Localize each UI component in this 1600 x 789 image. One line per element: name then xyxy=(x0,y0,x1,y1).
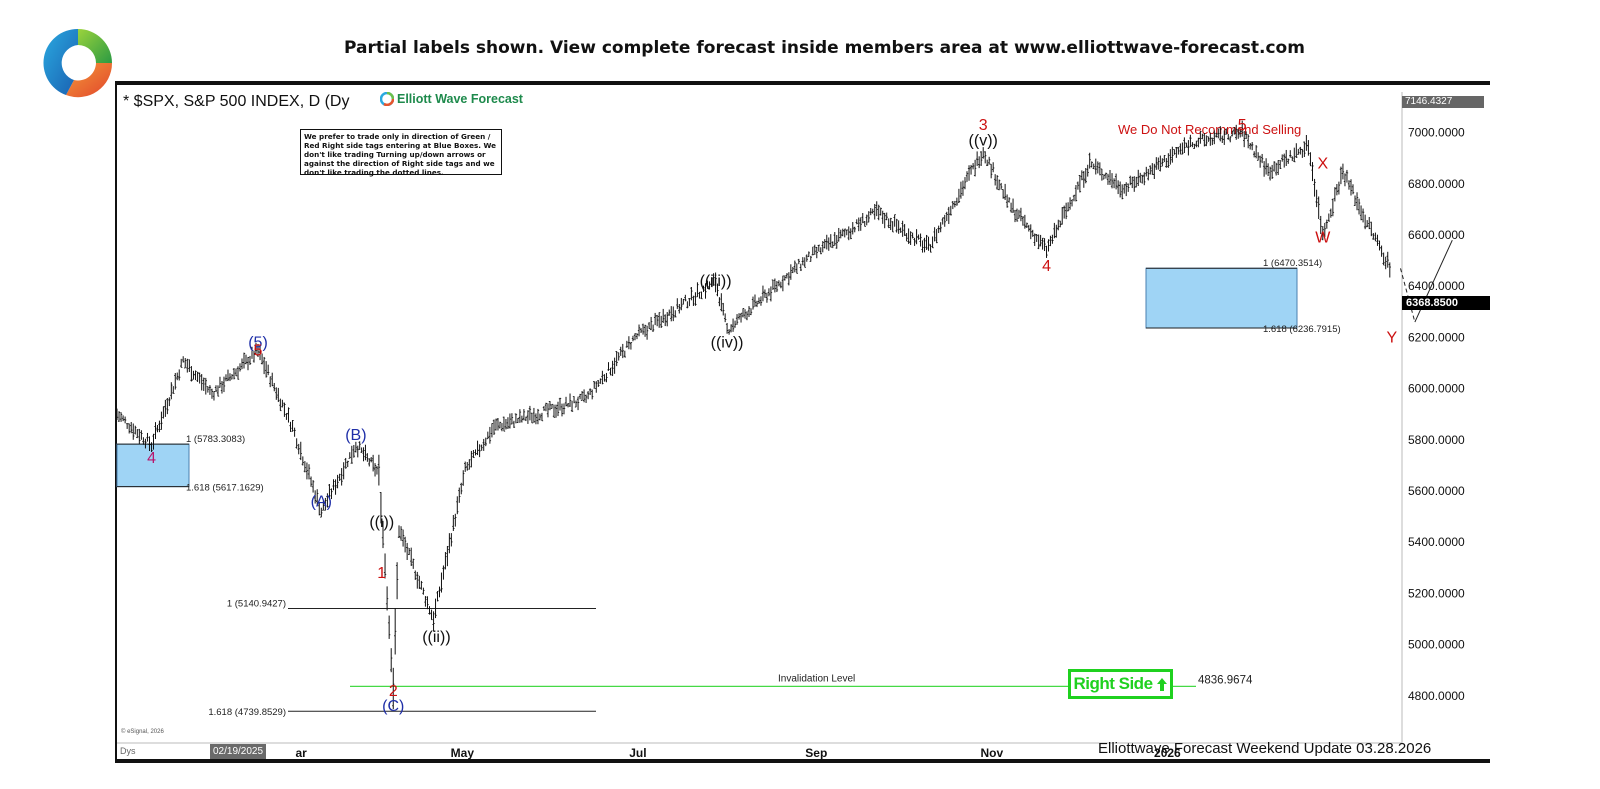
x-tick-label: ar xyxy=(296,746,308,760)
y-tick-label: 6800.0000 xyxy=(1408,177,1465,191)
wave-label: ((i)) xyxy=(369,514,394,531)
blue-box xyxy=(116,443,190,488)
wave-label: 2 xyxy=(389,683,398,700)
fib-level-label: 1.618 (5617.1629) xyxy=(186,483,264,494)
wave-label: 5 xyxy=(1238,117,1247,134)
fib-level-label: 1.618 (6236.7915) xyxy=(1263,324,1341,335)
x-tick-label: 2026 xyxy=(1154,746,1181,760)
start-date-label: 02/19/2025 xyxy=(210,744,267,759)
y-tick-label: 5600.0000 xyxy=(1408,484,1465,498)
invalidation-price: 4836.9674 xyxy=(1198,674,1253,686)
y-tick-label: 6000.0000 xyxy=(1408,382,1465,396)
right-side-text: Right Side xyxy=(1073,674,1153,693)
up-arrow-icon xyxy=(1156,677,1167,691)
y-tick-label: 5400.0000 xyxy=(1408,535,1465,549)
members-banner: Partial labels shown. View complete fore… xyxy=(336,28,1305,68)
projection-dashed xyxy=(1400,268,1416,323)
y-tick-label: 5800.0000 xyxy=(1408,433,1465,447)
invalidation-label: Invalidation Level xyxy=(778,673,855,684)
update-text: Elliottwave Forecast Weekend Update 03.2… xyxy=(1098,740,1432,757)
trading-disclaimer: We prefer to trade only in direction of … xyxy=(300,129,502,177)
fib-level-label: 1 (6470.3514) xyxy=(1263,258,1322,269)
blue-box xyxy=(1145,267,1298,329)
x-tick-label: Sep xyxy=(805,746,827,760)
chart-title: * $SPX, S&P 500 INDEX, D (Dy xyxy=(123,93,350,110)
y-tick-label: 5000.0000 xyxy=(1408,638,1465,652)
y-tick-label: 6400.0000 xyxy=(1408,279,1465,293)
wave-label: (C) xyxy=(382,698,404,715)
y-tick-label: 6600.0000 xyxy=(1408,228,1465,242)
wave-label: (A) xyxy=(311,493,332,510)
y-tick-label: 7000.0000 xyxy=(1408,126,1465,140)
brand-logo-icon xyxy=(43,28,113,98)
wave-label: ((iv)) xyxy=(711,335,744,352)
ewf-small-logo-icon xyxy=(380,92,394,106)
top-price-label: 7146.4327 xyxy=(1402,96,1484,108)
y-tick-label: 6200.0000 xyxy=(1408,330,1465,344)
wave-label: 4 xyxy=(147,450,156,467)
x-tick-label: Nov xyxy=(981,746,1004,760)
wave-label: 3 xyxy=(979,117,988,134)
fib-level-label: 1 (5783.3083) xyxy=(186,434,245,445)
x-tick-label: May xyxy=(451,746,475,760)
ewf-brand: Elliott Wave Forecast xyxy=(378,92,525,106)
wave-label: (B) xyxy=(345,427,366,444)
y-tick-label: 5200.0000 xyxy=(1408,586,1465,600)
y-tick-label: 4800.0000 xyxy=(1408,689,1465,703)
wave-label: X xyxy=(1317,155,1328,172)
x-corner-label: Dys xyxy=(120,746,136,756)
wave-label: 1 xyxy=(377,565,386,582)
ewf-brand-text: Elliott Wave Forecast xyxy=(397,92,523,106)
wave-label: ((ii)) xyxy=(422,629,450,646)
x-tick-label: Jul xyxy=(629,746,646,760)
chart-frame xyxy=(115,81,1490,763)
fib-level-label: 1.618 (4739.8529) xyxy=(208,707,286,718)
wave-label: 5 xyxy=(254,342,263,359)
wave-label: (5) xyxy=(248,335,268,352)
sell-note: We Do Not Recommend Selling xyxy=(1118,122,1301,137)
fib-level-label: 1 (5140.9427) xyxy=(227,599,286,610)
wave-label: W xyxy=(1315,230,1331,247)
wave-label: Y xyxy=(1387,330,1398,347)
wave-label: ((v)) xyxy=(969,132,998,149)
wave-label: 4 xyxy=(1042,258,1051,275)
current-price-label: 6368.8500 xyxy=(1402,296,1490,310)
banner-text[interactable]: Partial labels shown. View complete fore… xyxy=(344,38,1305,58)
right-side-tag: Right Side xyxy=(1068,669,1173,699)
esignal-credit: © eSignal, 2026 xyxy=(121,729,164,735)
wave-label: ((iii)) xyxy=(700,273,732,290)
